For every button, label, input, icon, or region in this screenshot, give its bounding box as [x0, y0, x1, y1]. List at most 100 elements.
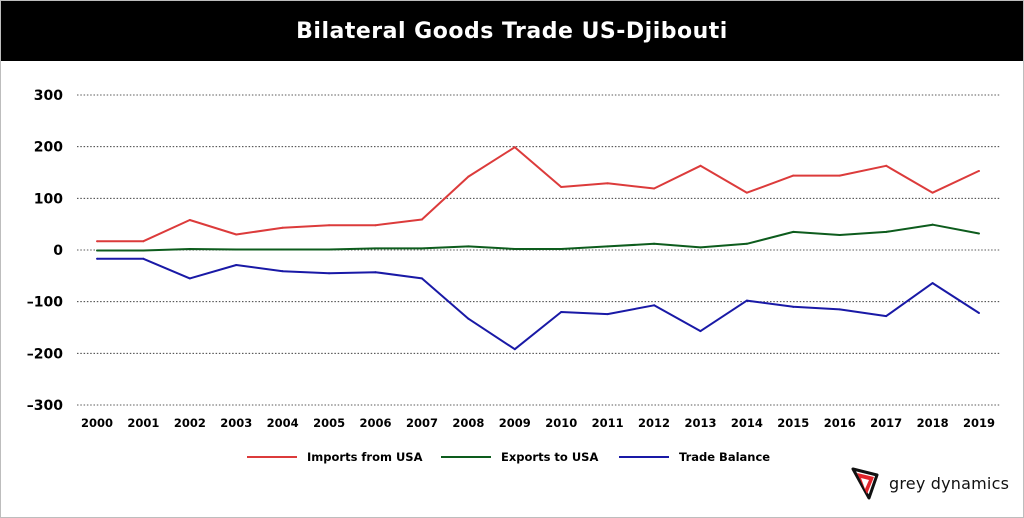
x-tick-label: 2003	[220, 416, 252, 430]
legend-item-trade-balance: Trade Balance	[619, 450, 770, 464]
series-exports-to-usa	[96, 223, 980, 252]
data-point	[931, 223, 934, 226]
chart-title: Bilateral Goods Trade US-Djibouti	[296, 18, 728, 44]
data-point	[374, 224, 377, 227]
x-tick-label: 2011	[592, 416, 624, 430]
data-point	[467, 245, 470, 248]
data-point	[653, 304, 656, 307]
data-point	[792, 305, 795, 308]
x-tick-label: 2013	[684, 416, 716, 430]
data-point	[142, 240, 145, 243]
x-tick-label: 2009	[499, 416, 531, 430]
data-point	[606, 182, 609, 185]
data-point	[931, 282, 934, 285]
data-point	[328, 248, 331, 251]
data-point	[142, 257, 145, 260]
data-point	[96, 249, 98, 252]
x-tick-label: 2007	[406, 416, 438, 430]
data-point	[281, 270, 284, 273]
data-point	[513, 146, 516, 149]
data-point	[838, 174, 841, 177]
series-line-imports-from-usa	[97, 146, 980, 243]
data-point	[978, 169, 980, 172]
data-point	[745, 242, 748, 245]
data-point	[188, 277, 191, 280]
data-point	[606, 313, 609, 316]
series-trade-balance	[96, 257, 980, 351]
series-lines	[96, 146, 980, 351]
data-point	[931, 191, 934, 194]
data-point	[188, 247, 191, 250]
x-tick-label: 2004	[267, 416, 299, 430]
y-tick-label: 0	[53, 243, 63, 259]
data-point	[420, 247, 423, 250]
data-point	[281, 226, 284, 229]
y-axis-ticks: 300 200 100 0 –100 –200 –300	[27, 88, 63, 414]
x-tick-label: 2018	[917, 416, 949, 430]
data-point	[792, 174, 795, 177]
data-point	[560, 247, 563, 250]
x-tick-label: 2017	[870, 416, 902, 430]
brand-name: grey dynamics	[889, 473, 1010, 493]
data-point	[699, 330, 702, 333]
x-tick-label: 2002	[174, 416, 206, 430]
x-tick-label: 2000	[81, 416, 113, 430]
legend-label: Imports from USA	[307, 450, 423, 464]
data-point	[745, 191, 748, 194]
legend-item-exports-to-usa: Exports to USA	[441, 450, 598, 464]
data-point	[838, 234, 841, 237]
data-point	[978, 232, 980, 235]
data-point	[96, 240, 98, 243]
legend: Imports from USA Exports to USA Trade Bala…	[247, 450, 770, 464]
data-point	[885, 230, 888, 233]
data-point	[235, 233, 238, 236]
data-point	[699, 164, 702, 167]
y-tick-label: –100	[27, 295, 63, 311]
legend-label: Exports to USA	[501, 450, 598, 464]
data-point	[885, 315, 888, 318]
y-tick-label: 200	[34, 140, 63, 156]
x-tick-label: 2012	[638, 416, 670, 430]
data-point	[142, 249, 145, 252]
x-tick-label: 2014	[731, 416, 763, 430]
title-bar: Bilateral Goods Trade US-Djibouti	[1, 1, 1023, 61]
data-point	[328, 272, 331, 275]
grey-dynamics-logo-icon	[851, 467, 879, 500]
y-tick-label: –300	[27, 398, 63, 414]
data-point	[745, 299, 748, 302]
series-imports-from-usa	[96, 146, 980, 243]
data-point	[699, 246, 702, 249]
data-point	[885, 164, 888, 167]
data-point	[374, 247, 377, 250]
data-point	[560, 311, 563, 313]
x-tick-label: 2005	[313, 416, 345, 430]
data-point	[420, 277, 423, 280]
data-point	[513, 247, 516, 250]
x-axis-ticks: 2000 2001 2002 2003 2004 2005 2006 2007 2008 2009…	[81, 416, 995, 430]
legend-item-imports-from-usa: Imports from USA	[247, 450, 423, 464]
y-tick-label: 300	[34, 88, 63, 104]
data-point	[420, 218, 423, 221]
data-point	[467, 175, 470, 178]
data-point	[838, 308, 841, 311]
data-point	[792, 230, 795, 233]
legend-label: Trade Balance	[679, 450, 770, 464]
data-point	[188, 219, 191, 222]
data-point	[328, 224, 331, 227]
data-point	[653, 187, 656, 190]
data-point	[374, 271, 377, 274]
data-point	[281, 248, 284, 251]
data-point	[560, 185, 563, 188]
y-tick-label: –200	[27, 346, 63, 362]
data-point	[513, 348, 516, 351]
series-line-trade-balance	[97, 257, 980, 351]
data-point	[606, 245, 609, 248]
x-tick-label: 2006	[360, 416, 392, 430]
data-point	[235, 248, 238, 251]
brand: grey dynamics	[847, 465, 1009, 501]
series-line-exports-to-usa	[97, 223, 980, 252]
x-tick-label: 2015	[777, 416, 809, 430]
data-point	[978, 312, 980, 315]
